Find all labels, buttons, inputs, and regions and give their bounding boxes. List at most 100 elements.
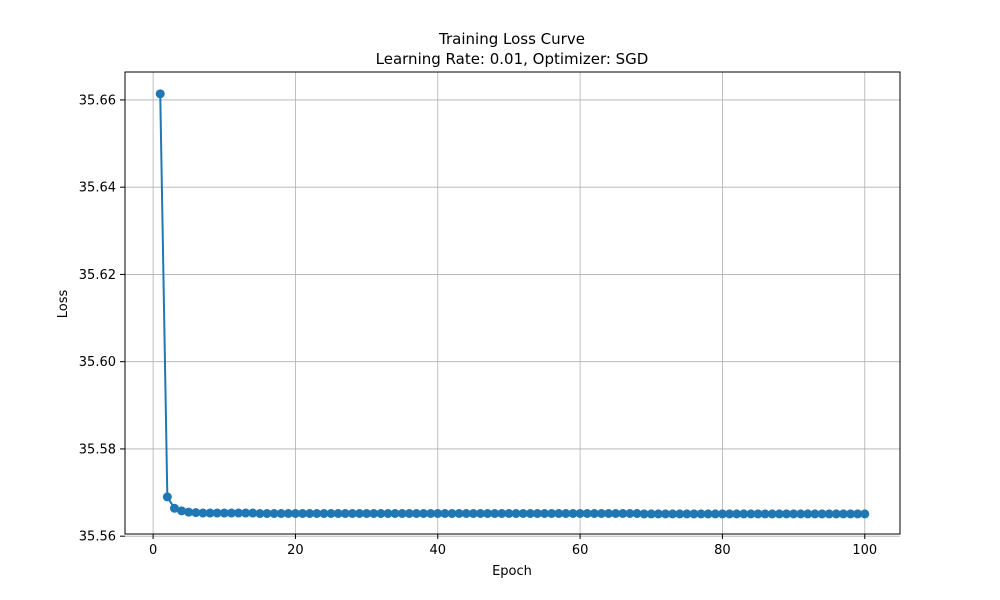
axes-layer: 0 20 40 60 80 100 35.56 35.58 35.60 35.62 35.64 35.… (79, 71, 901, 558)
loss-data-point (817, 509, 827, 519)
loss-data-point (767, 509, 777, 519)
loss-data-point (589, 508, 599, 518)
loss-data-point (781, 509, 791, 519)
loss-data-point (710, 509, 720, 519)
grid-layer (125, 72, 900, 537)
loss-data-point (518, 508, 528, 518)
x-tick-label: 60 (572, 543, 589, 558)
loss-data-point (440, 508, 450, 518)
loss-data-point (746, 509, 756, 519)
loss-data-point (725, 509, 735, 519)
loss-data-point (582, 508, 592, 518)
loss-data-point (668, 509, 678, 519)
loss-data-point (824, 509, 834, 519)
loss-data-point (497, 508, 507, 518)
y-tick-label: 35.64 (79, 181, 116, 196)
loss-data-point (831, 509, 841, 519)
loss-data-point (333, 508, 343, 518)
loss-data-point (169, 503, 179, 513)
x-tick-label: 40 (430, 543, 447, 558)
loss-data-point (604, 508, 614, 518)
loss-data-point (226, 508, 236, 518)
loss-data-point (354, 508, 364, 518)
loss-data-point (838, 509, 848, 519)
loss-data-point (212, 508, 222, 518)
series-layer (155, 89, 870, 519)
loss-data-point (461, 508, 471, 518)
loss-data-point (611, 508, 621, 518)
loss-data-point (411, 508, 421, 518)
plot-frame (124, 71, 901, 535)
loss-data-point (618, 508, 628, 518)
loss-data-point (397, 508, 407, 518)
loss-data-point (639, 509, 649, 519)
loss-data-point (326, 508, 336, 518)
loss-data-point (312, 508, 322, 518)
loss-data-point (248, 508, 258, 518)
loss-data-point (739, 509, 749, 519)
loss-data-point (554, 508, 564, 518)
loss-data-point (162, 492, 172, 502)
loss-data-point (575, 508, 585, 518)
loss-data-point (490, 508, 500, 518)
loss-data-point (340, 508, 350, 518)
loss-data-point (483, 508, 493, 518)
x-tick-label: 80 (714, 543, 731, 558)
loss-data-point (504, 508, 514, 518)
loss-data-point (803, 509, 813, 519)
loss-data-point (774, 509, 784, 519)
loss-data-point (732, 509, 742, 519)
loss-data-point (305, 508, 315, 518)
loss-data-point (760, 509, 770, 519)
chart-title: Training Loss Curve (438, 30, 585, 48)
loss-data-point (283, 508, 293, 518)
loss-data-point (696, 509, 706, 519)
loss-data-point (547, 508, 557, 518)
loss-data-point (810, 509, 820, 519)
loss-data-point (347, 508, 357, 518)
loss-data-point (475, 508, 485, 518)
loss-data-point (675, 509, 685, 519)
y-axis-label: Loss (56, 290, 71, 319)
loss-data-point (255, 508, 265, 518)
loss-data-point (298, 508, 308, 518)
x-tick-label: 100 (852, 543, 877, 558)
loss-data-point (532, 508, 542, 518)
loss-data-point (319, 508, 329, 518)
loss-data-point (369, 508, 379, 518)
loss-data-point (205, 508, 215, 518)
loss-data-point (219, 508, 229, 518)
loss-data-point (682, 509, 692, 519)
chart-subtitle: Learning Rate: 0.01, Optimizer: SGD (376, 50, 649, 68)
loss-data-point (155, 89, 165, 99)
y-tick-label: 35.66 (79, 93, 116, 108)
y-tick-label: 35.58 (79, 442, 116, 457)
loss-data-point (433, 508, 443, 518)
loss-data-point (191, 508, 201, 518)
loss-data-point (511, 508, 521, 518)
loss-data-point (447, 508, 457, 518)
loss-data-point (454, 508, 464, 518)
loss-data-point (241, 508, 251, 518)
loss-data-point (689, 509, 699, 519)
x-tick-label: 20 (287, 543, 304, 558)
loss-data-point (468, 508, 478, 518)
loss-data-point (789, 509, 799, 519)
loss-data-point (625, 508, 635, 518)
loss-data-point (540, 508, 550, 518)
x-axis-label: Epoch (492, 564, 532, 579)
loss-data-point (717, 509, 727, 519)
loss-data-point (198, 508, 208, 518)
y-tick-label: 35.56 (79, 530, 116, 545)
loss-data-point (383, 508, 393, 518)
loss-data-point (426, 508, 436, 518)
loss-data-point (703, 509, 713, 519)
loss-data-point (269, 508, 279, 518)
loss-data-point (860, 509, 870, 519)
loss-data-point (184, 507, 194, 517)
loss-data-point (846, 509, 856, 519)
loss-data-point (404, 508, 414, 518)
loss-data-point (362, 508, 372, 518)
